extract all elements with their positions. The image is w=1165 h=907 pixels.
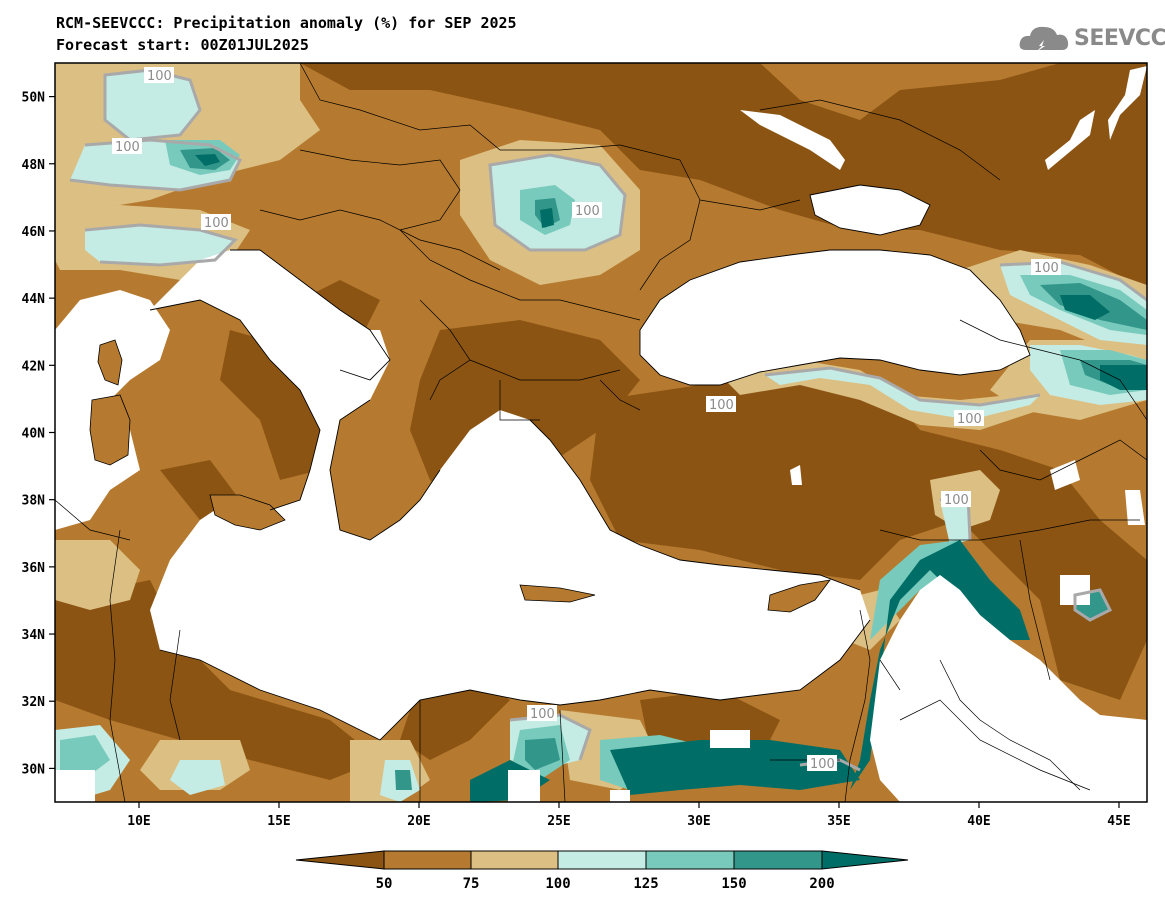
svg-text:100: 100 [530, 707, 555, 722]
y-tick-label: 38N [22, 494, 46, 509]
logo-text: SEEVCCC [1074, 26, 1165, 51]
y-tick-label: 42N [22, 359, 46, 374]
contour-label: 100 [112, 138, 142, 155]
contour-label: 100 [807, 755, 837, 772]
x-tick-label: 10E [127, 814, 150, 829]
svg-text:100: 100 [1034, 261, 1059, 276]
colorbar-label: 75 [463, 876, 480, 892]
y-tick-label: 50N [22, 91, 46, 106]
longitude-axis: 10E 15E 20E 25E 30E 35E 40E 45E [127, 802, 1131, 829]
contour-label: 100 [954, 410, 984, 427]
svg-text:100: 100 [810, 757, 835, 772]
x-tick-label: 35E [827, 814, 850, 829]
y-tick-label: 30N [22, 762, 46, 777]
colorbar-label: 150 [721, 876, 746, 892]
colorbar-label: 200 [809, 876, 834, 892]
contour-label: 100 [706, 396, 736, 413]
map-title: RCM-SEEVCCC: Precipitation anomaly (%) f… [56, 14, 517, 32]
coastlines [149, 184, 1031, 741]
colorbar-label: 100 [545, 876, 570, 892]
colorbar-label: 50 [376, 876, 393, 892]
x-tick-label: 20E [407, 814, 430, 829]
contour-label: 100 [527, 705, 557, 722]
svg-text:100: 100 [944, 493, 969, 508]
contour-label: 100 [572, 202, 602, 219]
colorbar-segment [470, 850, 559, 870]
seevccc-logo: SEEVCCC [1018, 22, 1165, 56]
colorbar-segment [645, 850, 735, 870]
x-tick-label: 40E [967, 814, 990, 829]
x-tick-label: 25E [547, 814, 570, 829]
y-tick-label: 44N [22, 292, 46, 307]
colorbar-segment [557, 850, 647, 870]
colorbar-left-arrow [295, 850, 385, 870]
svg-text:100: 100 [147, 69, 172, 84]
colorbar: 50 75 100 125 150 200 [295, 850, 909, 892]
y-tick-label: 48N [22, 158, 46, 173]
y-tick-label: 40N [22, 427, 46, 442]
colorbar-label: 125 [633, 876, 658, 892]
x-tick-label: 45E [1107, 814, 1130, 829]
contour-label: 100 [201, 214, 231, 231]
colorbar-segment [733, 850, 823, 870]
contour-label: 100 [144, 67, 174, 84]
white-areas [55, 66, 1147, 802]
y-tick-label: 36N [22, 561, 46, 576]
svg-text:100: 100 [575, 204, 600, 219]
svg-text:100: 100 [709, 398, 734, 413]
x-tick-label: 15E [267, 814, 290, 829]
contour-label-group: 100 100 100 100 100 100 100 100 100 100 [112, 67, 1061, 772]
anomaly-field [55, 63, 1147, 802]
colorbar-segment [383, 850, 472, 870]
contour-label: 100 [1031, 259, 1061, 276]
country-borders [55, 63, 1147, 802]
latitude-axis: 50N 48N 46N 44N 42N 40N 38N 36N 34N 32N 30N [22, 91, 55, 777]
cloud-logo-icon [1019, 26, 1069, 52]
svg-text:100: 100 [204, 216, 229, 231]
svg-text:100: 100 [957, 412, 982, 427]
svg-text:100: 100 [115, 140, 140, 155]
colorbar-right-arrow [821, 850, 909, 870]
contour-label: 100 [941, 491, 971, 508]
y-tick-label: 46N [22, 225, 46, 240]
x-tick-label: 30E [687, 814, 710, 829]
islands [89, 339, 831, 613]
y-tick-label: 34N [22, 628, 46, 643]
y-tick-label: 32N [22, 695, 46, 710]
forecast-start-subtitle: Forecast start: 00Z01JUL2025 [56, 36, 309, 54]
contour-lines [69, 68, 1147, 772]
